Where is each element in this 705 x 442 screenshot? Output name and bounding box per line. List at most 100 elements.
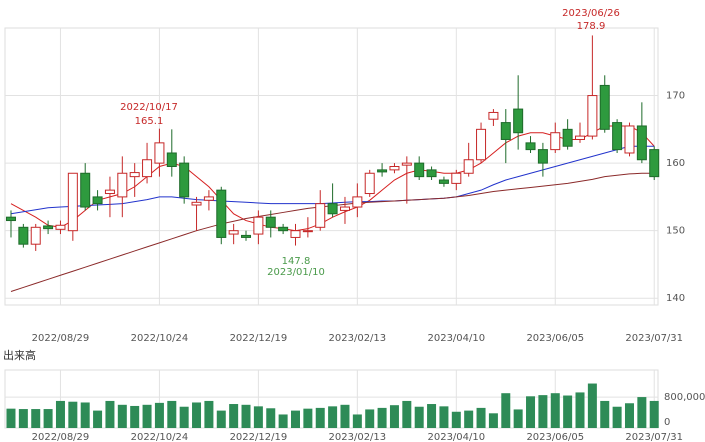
candle-body bbox=[500, 122, 511, 140]
x-tick-label: 2023/04/10 bbox=[427, 333, 485, 344]
candle-body bbox=[104, 189, 115, 195]
volume-bar bbox=[179, 406, 189, 428]
volume-bar bbox=[550, 393, 560, 428]
candle-body bbox=[92, 196, 103, 205]
candle-body bbox=[265, 216, 276, 228]
volume-bar bbox=[624, 403, 634, 428]
volume-bar bbox=[55, 400, 65, 428]
candle-body bbox=[302, 230, 313, 233]
volume-bar bbox=[612, 406, 622, 428]
volume-bar bbox=[328, 406, 338, 428]
volume-bar bbox=[278, 414, 288, 428]
volume-bar bbox=[439, 406, 449, 428]
volume-bar bbox=[229, 404, 239, 428]
x-tick-label: 2023/06/05 bbox=[526, 333, 584, 344]
x-tick-label: 2022/08/29 bbox=[32, 333, 90, 344]
volume-bar bbox=[6, 408, 16, 428]
y-tick-label: 140 bbox=[666, 293, 685, 304]
volume-bar bbox=[192, 402, 202, 428]
volume-bar bbox=[31, 409, 41, 428]
volume-bar bbox=[18, 409, 28, 428]
volume-bar bbox=[563, 395, 573, 428]
volume-bar bbox=[476, 407, 486, 428]
candle-body bbox=[401, 162, 412, 166]
candle-body bbox=[550, 132, 561, 151]
volume-bar bbox=[303, 408, 313, 428]
candle-body bbox=[612, 122, 623, 151]
volume-bar bbox=[204, 400, 214, 428]
x-tick-label: 2023/02/13 bbox=[329, 432, 387, 442]
candle-body bbox=[488, 111, 499, 120]
volume-bar bbox=[340, 404, 350, 428]
candle-body bbox=[30, 226, 41, 245]
candle-body bbox=[513, 108, 524, 134]
candle-body bbox=[253, 216, 264, 235]
volume-bar bbox=[167, 400, 177, 428]
volume-bar bbox=[105, 400, 115, 428]
volume-bar bbox=[538, 395, 548, 428]
candle-body bbox=[649, 149, 660, 178]
volume-bar bbox=[93, 410, 103, 428]
candle-body bbox=[154, 142, 165, 164]
candle-body bbox=[117, 172, 128, 198]
candle-body bbox=[426, 169, 437, 178]
y-tick-label: 170 bbox=[666, 91, 685, 102]
volume-bar bbox=[402, 400, 412, 428]
volume-bar bbox=[637, 397, 647, 428]
candle-body bbox=[166, 152, 177, 168]
candle-body bbox=[624, 125, 635, 154]
x-tick-label: 2023/07/31 bbox=[625, 432, 683, 442]
volume-bar bbox=[43, 409, 53, 428]
candle-body bbox=[18, 226, 29, 245]
candle-body bbox=[5, 216, 16, 222]
x-tick-label: 2023/04/10 bbox=[427, 432, 485, 442]
candle-body bbox=[575, 135, 586, 140]
y-tick-label: 160 bbox=[666, 158, 685, 169]
x-tick-label: 2023/06/05 bbox=[526, 432, 584, 442]
x-tick-label: 2022/08/29 bbox=[32, 432, 90, 442]
candle-body bbox=[389, 166, 400, 171]
x-tick-label: 2022/12/19 bbox=[230, 432, 288, 442]
volume-bar bbox=[488, 413, 498, 428]
candle-body bbox=[278, 226, 289, 232]
annotation-date: 2022/10/17 bbox=[120, 102, 178, 113]
price-frame bbox=[4, 27, 659, 306]
volume-bar bbox=[526, 396, 536, 428]
candle-body bbox=[142, 159, 153, 178]
volume-bar bbox=[130, 405, 140, 428]
volume-bar bbox=[142, 404, 152, 428]
annotation-date: 2023/06/26 bbox=[562, 8, 620, 19]
volume-bar bbox=[600, 400, 610, 428]
candle-body bbox=[241, 234, 252, 238]
volume-bar bbox=[315, 407, 325, 428]
volume-bar bbox=[154, 402, 164, 428]
annotation-value: 147.8 bbox=[282, 256, 311, 267]
x-tick-label: 2022/10/24 bbox=[131, 333, 189, 344]
candle-body bbox=[339, 206, 350, 211]
x-tick-label: 2022/12/19 bbox=[230, 333, 288, 344]
candle-body bbox=[377, 169, 388, 173]
y-tick-label: 150 bbox=[666, 226, 685, 237]
annotation-value: 165.1 bbox=[135, 116, 164, 127]
volume-bar bbox=[649, 400, 659, 428]
candle-body bbox=[179, 162, 190, 198]
annotation-value: 178.9 bbox=[577, 21, 606, 32]
volume-bar bbox=[464, 410, 474, 428]
y-tick-label: 800,000, bbox=[664, 392, 705, 403]
candle-body bbox=[599, 84, 610, 130]
volume-bar bbox=[68, 401, 78, 428]
volume-title: 出来高 bbox=[3, 348, 36, 362]
candle-body bbox=[327, 203, 338, 215]
volume-bar bbox=[513, 409, 523, 428]
volume-bar bbox=[80, 402, 90, 428]
candle-body bbox=[191, 201, 202, 206]
volume-bar bbox=[266, 408, 276, 428]
volume-bar bbox=[352, 414, 362, 428]
candle-body bbox=[43, 225, 54, 230]
volume-bar bbox=[451, 411, 461, 428]
volume-bar bbox=[290, 410, 300, 428]
candle-body bbox=[587, 95, 598, 137]
candle-body bbox=[476, 128, 487, 161]
